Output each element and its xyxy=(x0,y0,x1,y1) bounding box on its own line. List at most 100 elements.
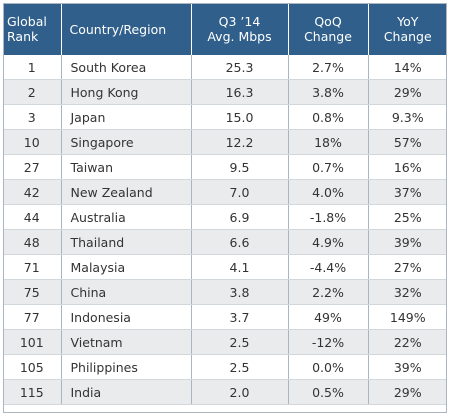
cell-yoy-change: 14% xyxy=(368,55,447,80)
cell-rank: 71 xyxy=(3,254,62,280)
cell-avg-mbps: 15.0 xyxy=(191,104,289,130)
cell-avg-mbps: 7.0 xyxy=(191,179,289,205)
cell-qoq-change: -1.8% xyxy=(288,204,369,230)
cell-rank: 10 xyxy=(3,129,62,155)
table-row: 75 China 3.8 2.2% 32% xyxy=(3,279,447,305)
cell-country: Singapore xyxy=(61,129,192,155)
cell-rank: 3 xyxy=(3,104,62,130)
table-header-row: Global Rank Country/Region Q3 ’14 Avg. M… xyxy=(3,3,447,55)
cell-qoq-change: 0.0% xyxy=(288,354,369,380)
table-row: 3 Japan 15.0 0.8% 9.3% xyxy=(3,104,447,130)
table-row: 2 Hong Kong 16.3 3.8% 29% xyxy=(3,79,447,105)
cell-country: Australia xyxy=(61,204,192,230)
cell-rank: 101 xyxy=(3,329,62,355)
header-country-region: Country/Region xyxy=(61,3,192,55)
table-row: 71 Malaysia 4.1 -4.4% 27% xyxy=(3,254,447,280)
header-avg-mbps: Q3 ’14 Avg. Mbps xyxy=(191,3,289,55)
cell-yoy-change: 39% xyxy=(368,354,447,380)
cell-rank: 44 xyxy=(3,204,62,230)
table-row: 44 Australia 6.9 -1.8% 25% xyxy=(3,204,447,230)
table-row: 48 Thailand 6.6 4.9% 39% xyxy=(3,229,447,255)
cell-qoq-change: 4.9% xyxy=(288,229,369,255)
cell-rank: 1 xyxy=(3,55,62,80)
cell-yoy-change: 57% xyxy=(368,129,447,155)
cell-qoq-change: 0.7% xyxy=(288,154,369,180)
header-speed-line-2: Avg. Mbps xyxy=(207,29,272,44)
header-yoy-change: YoY Change xyxy=(368,3,447,55)
header-qoq-line-1: QoQ xyxy=(314,14,342,29)
cell-yoy-change: 149% xyxy=(368,304,447,330)
cell-country: South Korea xyxy=(61,55,192,80)
cell-yoy-change: 32% xyxy=(368,279,447,305)
cell-qoq-change: 3.8% xyxy=(288,79,369,105)
cell-country: Taiwan xyxy=(61,154,192,180)
cell-country: Vietnam xyxy=(61,329,192,355)
cell-qoq-change: 0.5% xyxy=(288,379,369,405)
cell-qoq-change: 2.2% xyxy=(288,279,369,305)
cell-avg-mbps: 2.5 xyxy=(191,354,289,380)
cell-yoy-change: 22% xyxy=(368,329,447,355)
cell-qoq-change: -12% xyxy=(288,329,369,355)
cell-qoq-change: 2.7% xyxy=(288,55,369,80)
table-row: 105 Philippines 2.5 0.0% 39% xyxy=(3,354,447,380)
cell-rank: 115 xyxy=(3,379,62,405)
cell-yoy-change: 25% xyxy=(368,204,447,230)
cell-yoy-change: 37% xyxy=(368,179,447,205)
table-body: 1 South Korea 25.3 2.7% 14% 2 Hong Kong 16.3 3.8… xyxy=(3,55,447,405)
cell-yoy-change: 39% xyxy=(368,229,447,255)
cell-avg-mbps: 25.3 xyxy=(191,55,289,80)
cell-qoq-change: 4.0% xyxy=(288,179,369,205)
header-yoy-line-2: Change xyxy=(383,29,432,44)
cell-qoq-change: 49% xyxy=(288,304,369,330)
cell-country: China xyxy=(61,279,192,305)
header-qoq-line-2: Change xyxy=(304,29,352,44)
speed-table: Global Rank Country/Region Q3 ’14 Avg. M… xyxy=(3,3,447,405)
cell-avg-mbps: 2.0 xyxy=(191,379,289,405)
table-row: 1 South Korea 25.3 2.7% 14% xyxy=(3,55,447,80)
header-speed-line-1: Q3 ’14 xyxy=(218,14,261,29)
table-row: 42 New Zealand 7.0 4.0% 37% xyxy=(3,179,447,205)
header-global-rank: Global Rank xyxy=(3,3,62,55)
cell-rank: 105 xyxy=(3,354,62,380)
cell-avg-mbps: 6.6 xyxy=(191,229,289,255)
cell-avg-mbps: 3.7 xyxy=(191,304,289,330)
cell-rank: 48 xyxy=(3,229,62,255)
table-row: 115 India 2.0 0.5% 29% xyxy=(3,379,447,405)
header-rank-line-1: Global xyxy=(7,14,47,29)
cell-rank: 77 xyxy=(3,304,62,330)
cell-country: Japan xyxy=(61,104,192,130)
cell-avg-mbps: 4.1 xyxy=(191,254,289,280)
cell-qoq-change: -4.4% xyxy=(288,254,369,280)
cell-country: India xyxy=(61,379,192,405)
cell-avg-mbps: 9.5 xyxy=(191,154,289,180)
cell-rank: 2 xyxy=(3,79,62,105)
header-rank-line-2: Rank xyxy=(7,29,39,44)
cell-country: Philippines xyxy=(61,354,192,380)
cell-yoy-change: 27% xyxy=(368,254,447,280)
cell-rank: 75 xyxy=(3,279,62,305)
cell-avg-mbps: 16.3 xyxy=(191,79,289,105)
table-row: 27 Taiwan 9.5 0.7% 16% xyxy=(3,154,447,180)
cell-avg-mbps: 2.5 xyxy=(191,329,289,355)
table-row: 10 Singapore 12.2 18% 57% xyxy=(3,129,447,155)
table-row: 77 Indonesia 3.7 49% 149% xyxy=(3,304,447,330)
cell-country: Hong Kong xyxy=(61,79,192,105)
cell-rank: 42 xyxy=(3,179,62,205)
speed-table-container: Global Rank Country/Region Q3 ’14 Avg. M… xyxy=(3,3,447,413)
table-row: 101 Vietnam 2.5 -12% 22% xyxy=(3,329,447,355)
header-country-line-1: Country/Region xyxy=(69,21,167,37)
cell-avg-mbps: 3.8 xyxy=(191,279,289,305)
cell-rank: 27 xyxy=(3,154,62,180)
cell-yoy-change: 29% xyxy=(368,79,447,105)
cell-yoy-change: 9.3% xyxy=(368,104,447,130)
header-qoq-change: QoQ Change xyxy=(288,3,369,55)
cell-yoy-change: 16% xyxy=(368,154,447,180)
cell-yoy-change: 29% xyxy=(368,379,447,405)
cell-avg-mbps: 12.2 xyxy=(191,129,289,155)
cell-avg-mbps: 6.9 xyxy=(191,204,289,230)
header-yoy-line-1: YoY xyxy=(397,14,419,29)
cell-qoq-change: 0.8% xyxy=(288,104,369,130)
cell-country: Malaysia xyxy=(61,254,192,280)
cell-country: Indonesia xyxy=(61,304,192,330)
cell-qoq-change: 18% xyxy=(288,129,369,155)
